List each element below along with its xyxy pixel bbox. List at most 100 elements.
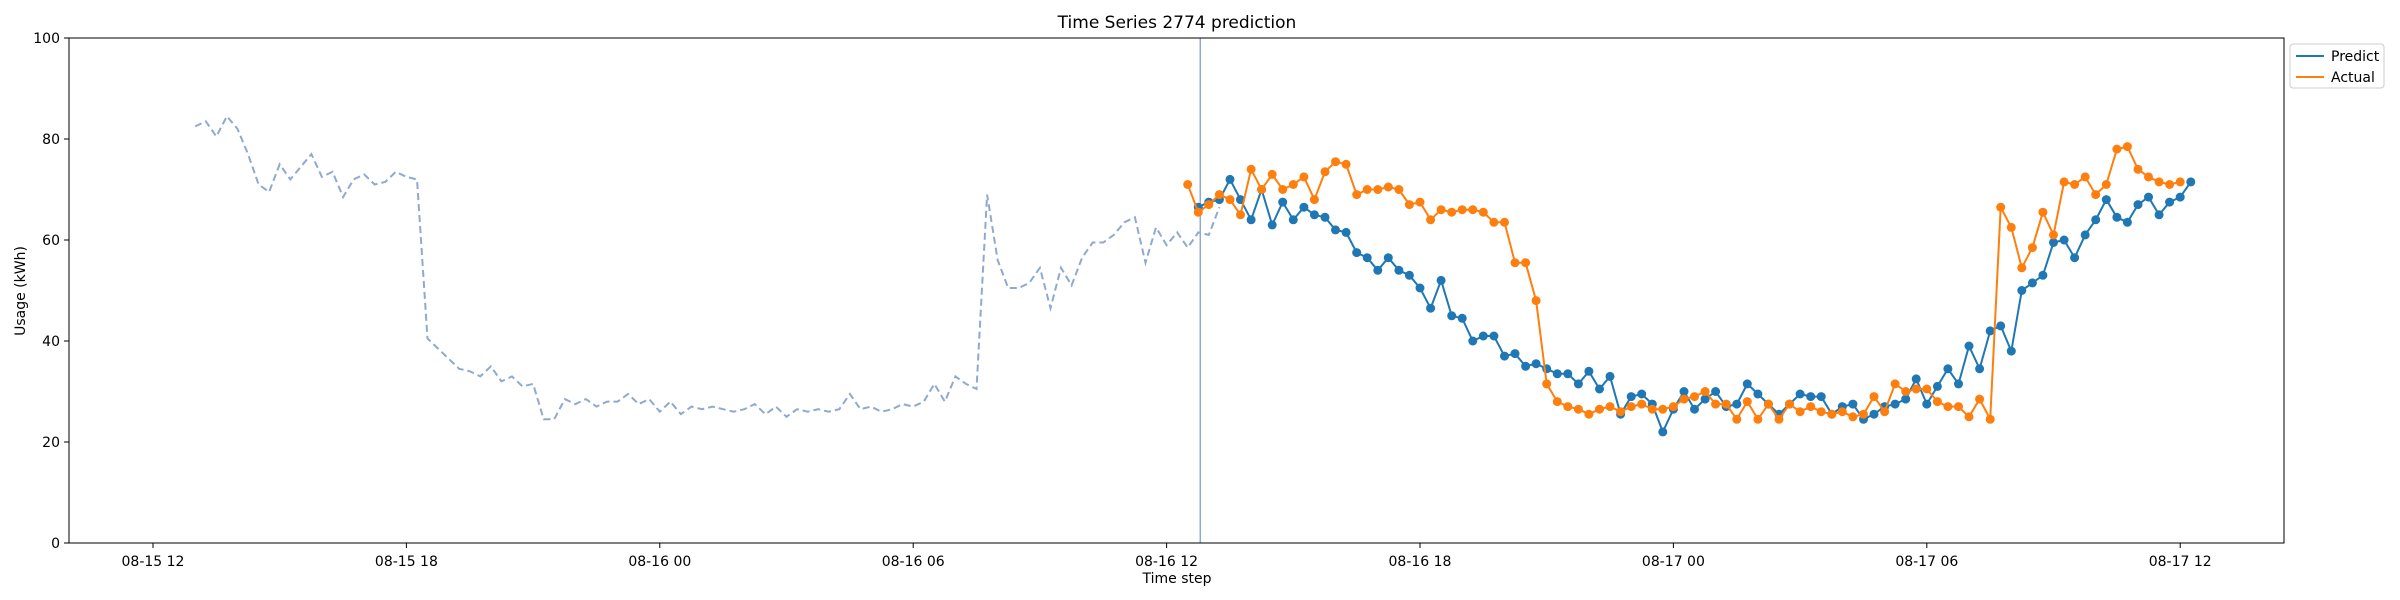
predict-point — [1309, 210, 1319, 220]
y-tick-label: 60 — [42, 233, 60, 249]
actual-point — [2175, 177, 2185, 187]
actual-point — [2017, 263, 2027, 273]
predict-point — [1700, 394, 1710, 404]
predict-point — [2186, 177, 2196, 187]
predict-point — [2038, 270, 2048, 280]
actual-point — [1352, 190, 1362, 200]
actual-point — [1901, 387, 1911, 396]
predict-point — [1690, 404, 1699, 414]
actual-point — [1795, 407, 1805, 417]
predict-point — [1637, 389, 1647, 399]
actual-point — [1478, 207, 1488, 217]
predict-point — [1605, 371, 1615, 381]
predict-point — [1288, 215, 1298, 225]
actual-point — [1742, 397, 1752, 407]
predict-point — [1510, 349, 1520, 359]
predict-point — [1848, 399, 1858, 409]
actual-point — [1827, 409, 1837, 419]
x-tick-label: 08-16 12 — [1135, 554, 1198, 570]
actual-point — [2154, 177, 2164, 187]
actual-point — [2070, 180, 2080, 189]
x-axis: 08-15 12 08-15 18 08-16 00 08-16 06 08-16 12… — [122, 543, 2212, 570]
predict-point — [1521, 361, 1531, 371]
actual-point — [1806, 402, 1816, 412]
actual-point — [1415, 197, 1425, 207]
predict-point — [1531, 359, 1541, 369]
predict-point — [2027, 278, 2037, 288]
actual-point — [2133, 164, 2143, 174]
predict-point — [1415, 283, 1425, 293]
predict-point — [2070, 253, 2080, 263]
predict-point — [2080, 230, 2090, 240]
predict-point — [1341, 227, 1351, 237]
actual-point — [2080, 172, 2090, 182]
actual-point — [1584, 409, 1594, 419]
actual-point — [2059, 177, 2069, 187]
predict-point — [2122, 217, 2132, 227]
predict-point — [1911, 374, 1921, 384]
actual-point — [2027, 243, 2037, 253]
predict-point — [1922, 399, 1932, 409]
actual-point — [1383, 182, 1393, 192]
y-axis: 0 20 40 60 80 100 — [33, 31, 69, 552]
x-tick-label: 08-17 00 — [1642, 554, 1705, 570]
y-tick-label: 80 — [42, 132, 60, 148]
actual-point — [1954, 402, 1963, 412]
actual-point — [1204, 200, 1214, 210]
predict-point — [1457, 313, 1467, 323]
actual-point — [1573, 404, 1583, 414]
actual-point — [1922, 384, 1932, 394]
actual-point — [2101, 180, 2111, 189]
actual-point — [1658, 404, 1668, 414]
predict-point — [1954, 379, 1963, 389]
predict-point — [1753, 389, 1763, 399]
predict-point — [1352, 248, 1362, 258]
predict-point — [1626, 392, 1636, 402]
actual-point — [1236, 210, 1245, 220]
predict-point — [2165, 197, 2175, 207]
predict-point — [1869, 409, 1879, 419]
actual-point — [1214, 190, 1224, 200]
actual-point — [2144, 172, 2153, 182]
predict-point — [1468, 336, 1478, 346]
actual-point — [1911, 384, 1921, 394]
actual-point — [1785, 399, 1794, 409]
predict-point — [1299, 202, 1309, 212]
predict-point — [1246, 215, 1256, 225]
actual-point — [2165, 180, 2175, 189]
predict-point — [1943, 364, 1953, 374]
predict-point — [1552, 369, 1562, 379]
actual-point — [1267, 169, 1277, 179]
predict-point — [1964, 341, 1974, 351]
actual-point — [1299, 172, 1309, 182]
predict-point — [1225, 174, 1235, 184]
actual-point — [2112, 144, 2122, 154]
predict-point — [1573, 379, 1583, 389]
actual-point — [1531, 296, 1541, 306]
predict-point — [1320, 212, 1330, 222]
predict-point — [1436, 275, 1446, 285]
actual-point — [1489, 217, 1499, 227]
actual-point — [1616, 407, 1626, 417]
predict-point — [2049, 238, 2058, 247]
predict-point — [1595, 384, 1604, 394]
actual-point — [1331, 157, 1340, 167]
predict-point — [2017, 286, 2027, 295]
actual-point — [1732, 414, 1742, 424]
actual-point — [1859, 409, 1868, 419]
y-tick-label: 40 — [42, 334, 60, 350]
actual-point — [1837, 407, 1847, 417]
actual-point — [1626, 402, 1636, 412]
predict-point — [1362, 253, 1372, 263]
predict-point — [1806, 392, 1816, 402]
legend[interactable]: Predict Actual — [2289, 43, 2385, 89]
predict-point — [1658, 427, 1668, 437]
actual-point — [1521, 258, 1531, 268]
predict-point — [1383, 253, 1393, 263]
history-line — [194, 114, 1221, 421]
actual-point — [1468, 205, 1478, 215]
actual-point — [1426, 215, 1436, 225]
chart-title: Time Series 2774 prediction — [1057, 13, 1297, 33]
plot-area — [68, 37, 2285, 544]
